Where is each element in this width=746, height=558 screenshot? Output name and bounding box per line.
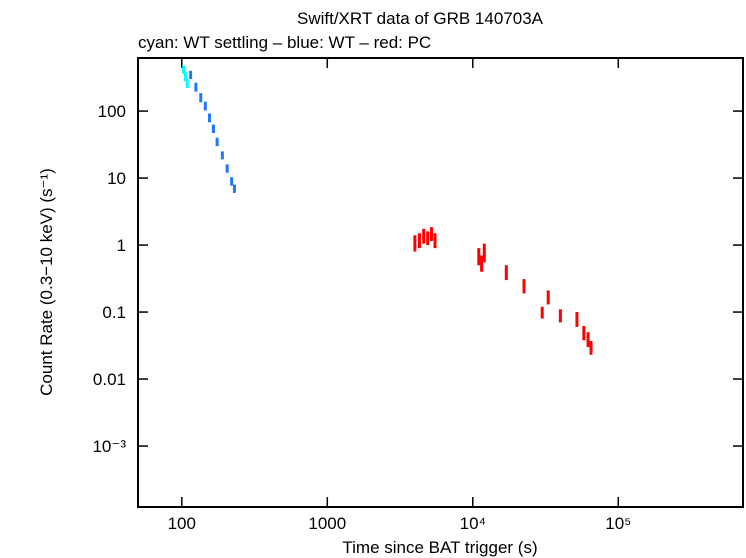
- x-tick-label: 100: [168, 514, 196, 533]
- plot-frame: [137, 57, 744, 508]
- y-tick-label: 1: [117, 236, 126, 255]
- chart-subtitle: cyan: WT settling – blue: WT – red: PC: [138, 33, 431, 52]
- chart-title: Swift/XRT data of GRB 140703A: [297, 9, 544, 28]
- x-tick-label: 10⁵: [605, 514, 631, 533]
- y-tick-label: 10⁻³: [92, 437, 126, 456]
- y-tick-label: 100: [98, 102, 126, 121]
- y-axis-label: Count Rate (0.3−10 keV) (s⁻¹): [37, 168, 56, 396]
- x-tick-label: 10⁴: [460, 514, 486, 533]
- y-tick-label: 10: [107, 169, 126, 188]
- x-axis-label: Time since BAT trigger (s): [342, 538, 537, 557]
- y-tick-label: 0.01: [93, 370, 126, 389]
- x-tick-label: 1000: [308, 514, 346, 533]
- y-tick-label: 0.1: [102, 303, 126, 322]
